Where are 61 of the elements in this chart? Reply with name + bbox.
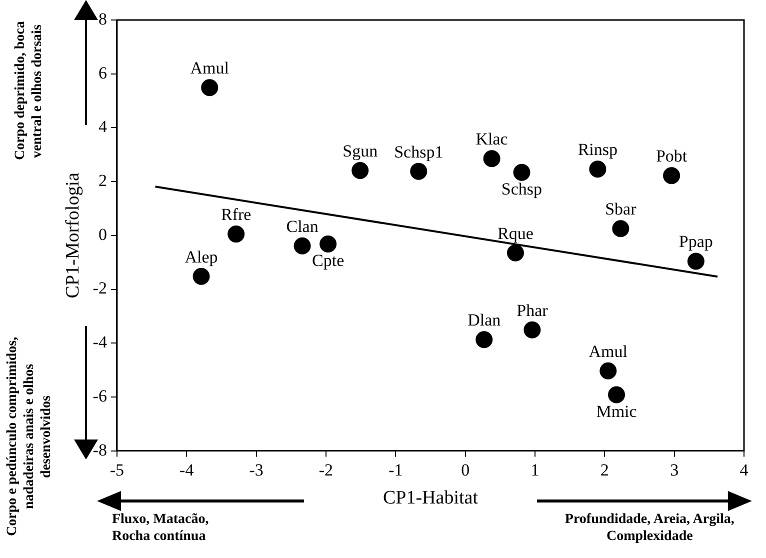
text: Profundidade, Areia, Argila, Complexidade: [564, 510, 736, 545]
point: [513, 164, 530, 181]
annotation: Amul: [588, 342, 628, 361]
y-axis-title: CP1-Morfologia: [62, 172, 84, 298]
y-tick-label: 4: [98, 117, 108, 136]
annotation: Alep: [184, 247, 218, 266]
y-tick-label: -6: [92, 386, 107, 406]
x-tick-label: 0: [461, 460, 470, 480]
point: [410, 162, 428, 180]
x-tick-label: -3: [249, 460, 264, 480]
y-tick-label: -8: [92, 440, 107, 460]
text: Fluxo, Matacão, Rocha contínua: [112, 510, 210, 545]
x-tick-label: 2: [600, 460, 609, 480]
y-tick-label: 8: [98, 9, 107, 28]
x-tick-label: -4: [180, 460, 194, 480]
point: [228, 226, 245, 243]
x-tick-label: -5: [110, 460, 124, 480]
point: [663, 167, 680, 184]
x-tick-label: 4: [740, 460, 749, 480]
annotation: Rfre: [220, 205, 252, 224]
annotation: Rinsp: [578, 140, 618, 160]
x-tick-label: -1: [388, 460, 403, 480]
x-tick-label: 3: [670, 460, 679, 480]
annotation: Ppap: [678, 232, 713, 252]
annotation: Amul: [190, 58, 230, 78]
point: [352, 162, 369, 180]
annotation: Clan: [286, 216, 319, 236]
point: [524, 321, 541, 338]
y-tick-label: -2: [92, 278, 107, 298]
point: [506, 244, 524, 262]
x-axis-title: CP1-Habitat: [382, 488, 479, 509]
y-tick-label: 0: [98, 224, 107, 244]
point: [320, 236, 337, 253]
y-tick-label: 2: [98, 171, 107, 190]
point: [687, 252, 704, 270]
annotation: Pobt: [656, 146, 688, 166]
point: [612, 220, 630, 238]
point: [483, 150, 500, 168]
point: [201, 79, 218, 96]
annotation: Sgun: [342, 141, 378, 160]
annotation: Mmic: [596, 402, 638, 421]
y-tick-label: -4: [92, 332, 108, 352]
text: Corpo e pedúnculo comprimidos, nadadeiras anais e olhos desenvolvidos: [4, 336, 55, 539]
point: [192, 268, 210, 285]
annotation: Klac: [476, 130, 508, 149]
x-tick-label: -2: [318, 460, 334, 480]
annotation: Schsp: [501, 179, 542, 198]
annotation: Cpte: [312, 250, 344, 270]
point: [600, 362, 617, 380]
point: [589, 160, 606, 178]
point: [608, 386, 625, 404]
annotation: Phar: [516, 300, 548, 320]
annotation: Schsp1: [394, 142, 444, 162]
annotation: Sbar: [605, 200, 637, 219]
point: [476, 331, 493, 348]
annotation: Rque: [498, 224, 534, 243]
point: [294, 237, 311, 254]
annotation: Dlan: [468, 310, 502, 330]
text: Corpo deprimido, boca ventral e olhos dorsais: [12, 20, 46, 162]
x-tick-label: 1: [530, 460, 540, 480]
y-tick-label: 6: [98, 63, 107, 82]
